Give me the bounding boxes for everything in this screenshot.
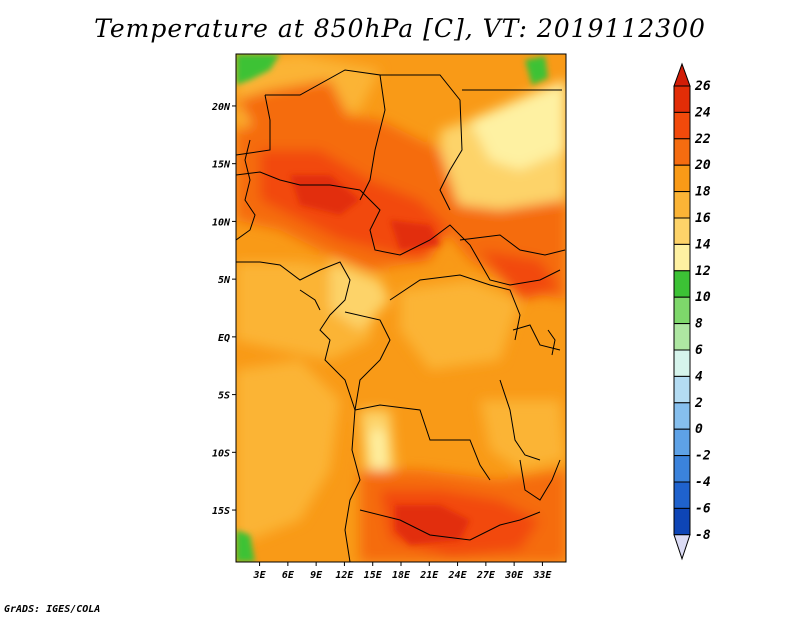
colorbar-label: 16 — [695, 211, 711, 226]
lat-label: 10N — [212, 217, 231, 228]
colorbar-label: 22 — [694, 132, 711, 147]
colorbar-segment — [673, 402, 691, 430]
country-borders — [236, 69, 566, 562]
colorbar-segment — [673, 455, 691, 483]
colorbar-over-arrow — [673, 62, 691, 87]
colorbar-label: 4 — [695, 369, 703, 384]
lat-label: 5N — [218, 275, 231, 286]
colorbar-label: 6 — [695, 343, 703, 358]
lon-label: 18E — [392, 570, 411, 581]
colorbar-segment — [673, 349, 691, 377]
colorbar-label: -8 — [695, 528, 711, 543]
colorbar-segment — [673, 164, 691, 193]
lat-label: 20N — [211, 102, 231, 113]
lon-label: 15E — [364, 570, 383, 581]
colorbar-label: 8 — [695, 317, 703, 332]
colorbar-label: -6 — [695, 501, 711, 516]
colorbar-label: 2 — [694, 396, 703, 411]
colorbar-label: 12 — [695, 264, 711, 279]
map-title: Temperature at 850hPa [C], VT: 201911230… — [94, 14, 706, 43]
lon-label: 12E — [335, 570, 354, 581]
colorbar-segment — [673, 85, 691, 113]
lat-label: 15S — [212, 506, 230, 517]
colorbar-label: 14 — [695, 237, 711, 252]
lat-label: 5S — [218, 391, 230, 402]
lon-label: 30E — [504, 570, 524, 581]
colorbar-segment — [673, 375, 691, 404]
lat-axis: 20N 15N 10N 5N EQ 5S 10S 15S — [211, 102, 236, 517]
colorbar-segment — [673, 296, 691, 325]
colorbar-label: 0 — [695, 422, 703, 437]
colorbar-label: 26 — [694, 79, 711, 94]
colorbar-segment — [673, 507, 691, 536]
colorbar-label: -4 — [695, 475, 711, 490]
colorbar-segment — [673, 428, 691, 457]
colorbar-segment — [673, 270, 691, 298]
colorbar-segment — [673, 138, 691, 166]
lat-label: 10S — [212, 448, 230, 459]
colorbar-label: 20 — [694, 158, 711, 173]
lon-label: 24E — [448, 570, 468, 581]
colorbar-label: 10 — [695, 290, 711, 305]
colorbar-segment — [673, 111, 691, 140]
lon-label: 21E — [419, 570, 439, 581]
lat-label: EQ — [218, 333, 230, 344]
temperature-field — [236, 54, 566, 562]
colorbar-segment — [673, 323, 691, 351]
lon-label: 9E — [310, 570, 323, 581]
lon-label: 27E — [476, 570, 496, 581]
colorbar-segment — [673, 191, 691, 219]
colorbar-under-arrow — [673, 534, 691, 561]
colorbar-segment — [673, 217, 691, 245]
lon-axis: 3E 6E 9E 12E 15E 18E 21E 24E 27E 30E 33E — [253, 562, 552, 581]
grads-credit: GrADS: IGES/COLA — [4, 604, 101, 615]
lon-label: 6E — [282, 570, 295, 581]
colorbar-label: 18 — [695, 185, 711, 200]
colorbar-segment — [673, 243, 691, 272]
lon-label: 33E — [532, 570, 552, 581]
colorbar-label: -2 — [695, 449, 711, 464]
colorbar-segment — [673, 481, 691, 509]
colorbar-label: 24 — [694, 105, 711, 120]
lon-label: 3E — [253, 570, 267, 581]
lat-label: 15N — [212, 160, 231, 171]
